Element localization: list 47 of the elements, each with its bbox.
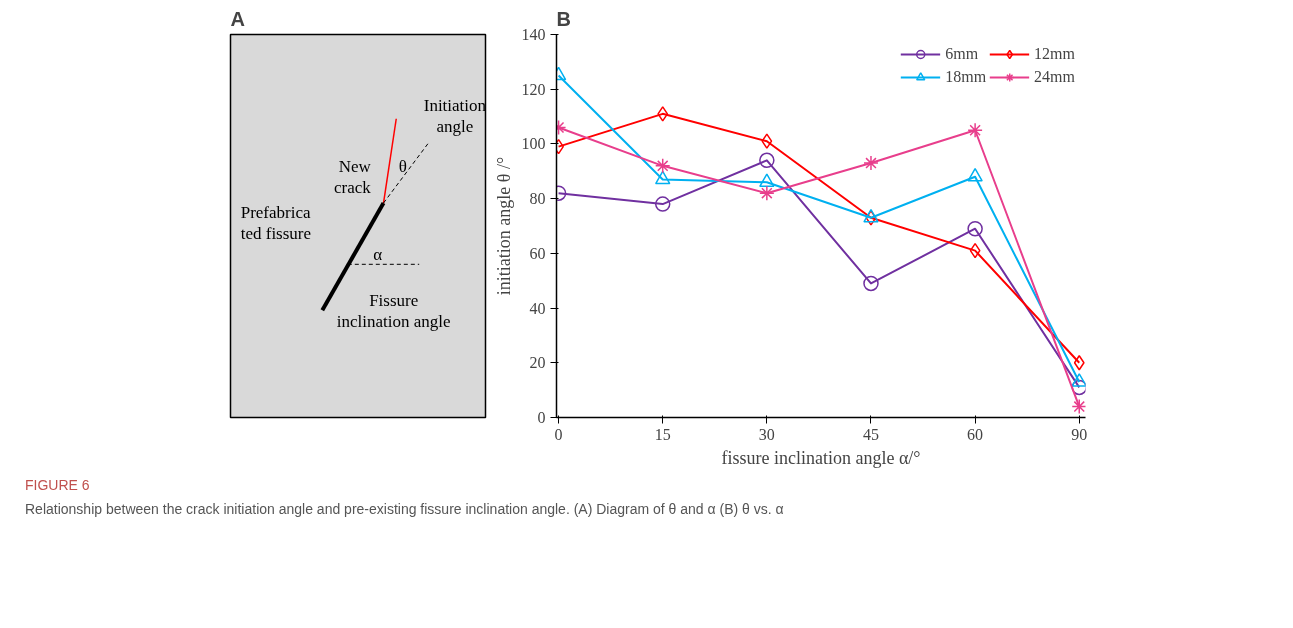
point — [969, 242, 981, 259]
y-tick-label: 100 — [521, 135, 546, 153]
point — [759, 152, 775, 169]
y-tick-label: 140 — [521, 26, 546, 43]
point — [1071, 398, 1086, 415]
caption: FIGURE 6 — [25, 476, 91, 495]
legend-label: 24mm — [1034, 68, 1075, 86]
point — [657, 106, 669, 122]
point — [654, 196, 671, 212]
text: A — [230, 7, 245, 30]
legend-label: 12mm — [1034, 45, 1075, 63]
point — [863, 275, 879, 292]
x-tick-label: 45 — [862, 425, 879, 443]
chart-title: B — [556, 7, 571, 30]
point — [1071, 373, 1086, 387]
x-axis-title: fissure inclination angle α/° — [721, 447, 921, 468]
y-tick-label: 60 — [529, 244, 546, 262]
point — [967, 167, 983, 182]
text: Initiation angle — [423, 95, 487, 136]
point — [759, 185, 775, 201]
text: Relationship between the crack initiation angle and pre-existing fissure inclination angle. (A) Diagram of θ and α (B) θ vs. α — [25, 500, 784, 519]
y-tick-label: 20 — [529, 354, 546, 372]
point — [967, 221, 983, 237]
x-tick-label: 90 — [1071, 425, 1088, 443]
y-axis-title: initiation angle θ /° — [493, 156, 514, 296]
x-tick-label: 0 — [554, 425, 563, 443]
point — [761, 133, 773, 149]
point — [759, 173, 775, 188]
point — [863, 155, 879, 171]
y-tick-label: 120 — [521, 80, 546, 98]
point — [654, 158, 671, 174]
text: α — [373, 245, 383, 265]
x-tick-label: 60 — [967, 425, 984, 443]
point — [1073, 355, 1085, 371]
text: New crack — [333, 157, 372, 197]
text: θ — [398, 157, 407, 177]
y-tick-label: 40 — [529, 299, 546, 317]
legend-label: 6mm — [945, 45, 979, 63]
y-tick-label: 80 — [529, 190, 546, 208]
y-tick-label: 0 — [537, 409, 546, 426]
text: Fissure inclination angle — [336, 291, 451, 332]
point — [654, 170, 671, 185]
legend-label: 18mm — [945, 68, 987, 86]
x-tick-label: 30 — [758, 425, 775, 443]
x-tick-label: 15 — [654, 425, 671, 443]
point — [967, 122, 983, 138]
text: Prefabrica ted fissure — [240, 203, 312, 243]
